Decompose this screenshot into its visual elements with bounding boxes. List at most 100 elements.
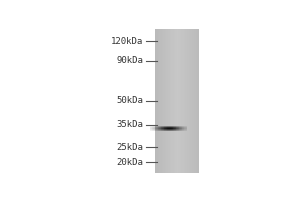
Bar (154, 128, 155, 129)
Bar (180, 129, 181, 130)
Bar (165, 29, 166, 173)
Bar (179, 130, 180, 131)
Bar (164, 126, 165, 127)
Bar (159, 127, 160, 128)
Bar (170, 128, 171, 129)
Bar (163, 29, 164, 173)
Bar (188, 29, 189, 173)
Bar (151, 130, 152, 131)
Bar (158, 129, 159, 130)
Bar (157, 127, 158, 128)
Bar (160, 129, 161, 130)
Bar (164, 29, 165, 173)
Bar (169, 127, 170, 128)
Bar (169, 29, 170, 173)
Bar (178, 126, 179, 127)
Bar (162, 128, 163, 129)
Bar (186, 126, 187, 127)
Bar (164, 130, 165, 131)
Bar (172, 128, 173, 129)
Bar (158, 130, 159, 131)
Bar (174, 127, 175, 128)
Bar (168, 130, 169, 131)
Bar (154, 127, 155, 128)
Bar (189, 29, 190, 173)
Bar (163, 129, 164, 130)
Bar (182, 126, 183, 127)
Bar (186, 130, 187, 131)
Bar (150, 128, 151, 129)
Bar (195, 29, 196, 173)
Bar (153, 126, 154, 127)
Bar (159, 128, 160, 129)
Bar (160, 127, 161, 128)
Bar (169, 130, 170, 131)
Bar (158, 29, 159, 173)
Bar (169, 126, 170, 127)
Bar (178, 130, 179, 131)
Bar (156, 129, 157, 130)
Bar (179, 29, 180, 173)
Bar (155, 29, 156, 173)
Bar (164, 128, 165, 129)
Bar (151, 127, 152, 128)
Bar (187, 126, 188, 127)
Bar (182, 128, 183, 129)
Bar (155, 130, 156, 131)
Bar (197, 29, 198, 173)
Bar (176, 130, 177, 131)
Bar (193, 29, 194, 173)
Bar (174, 130, 175, 131)
Bar (186, 29, 187, 173)
Bar (185, 127, 186, 128)
Bar (174, 29, 175, 173)
Bar (167, 127, 168, 128)
Bar (191, 29, 193, 173)
Bar (156, 127, 157, 128)
Bar (165, 130, 166, 131)
Bar (171, 130, 172, 131)
Bar (160, 128, 161, 129)
Bar (183, 126, 184, 127)
Bar (176, 129, 177, 130)
Bar (178, 29, 179, 173)
Bar (181, 129, 182, 130)
Bar (153, 129, 154, 130)
Bar (165, 127, 166, 128)
Bar (176, 127, 177, 128)
Bar (171, 129, 172, 130)
Bar (160, 126, 161, 127)
Bar (185, 129, 186, 130)
Bar (168, 129, 169, 130)
Bar (159, 29, 160, 173)
Bar (180, 130, 181, 131)
Bar (157, 126, 158, 127)
Bar (178, 129, 179, 130)
Bar (172, 129, 173, 130)
Bar (158, 126, 159, 127)
Bar (163, 130, 164, 131)
Bar (173, 129, 174, 130)
Bar (167, 126, 168, 127)
Bar (180, 128, 181, 129)
Bar (171, 126, 172, 127)
Text: 25kDa: 25kDa (116, 143, 143, 152)
Bar (183, 130, 184, 131)
Bar (173, 126, 174, 127)
Bar (182, 29, 184, 173)
Bar (170, 129, 171, 130)
Bar (170, 126, 171, 127)
Bar (174, 126, 175, 127)
Bar (180, 127, 181, 128)
Bar (156, 126, 157, 127)
Text: 35kDa: 35kDa (116, 120, 143, 129)
Bar (150, 127, 151, 128)
Bar (166, 29, 167, 173)
Text: 90kDa: 90kDa (116, 56, 143, 65)
Bar (181, 126, 182, 127)
Bar (159, 129, 160, 130)
Bar (175, 29, 176, 173)
Bar (154, 126, 155, 127)
Bar (153, 128, 154, 129)
Bar (152, 129, 153, 130)
